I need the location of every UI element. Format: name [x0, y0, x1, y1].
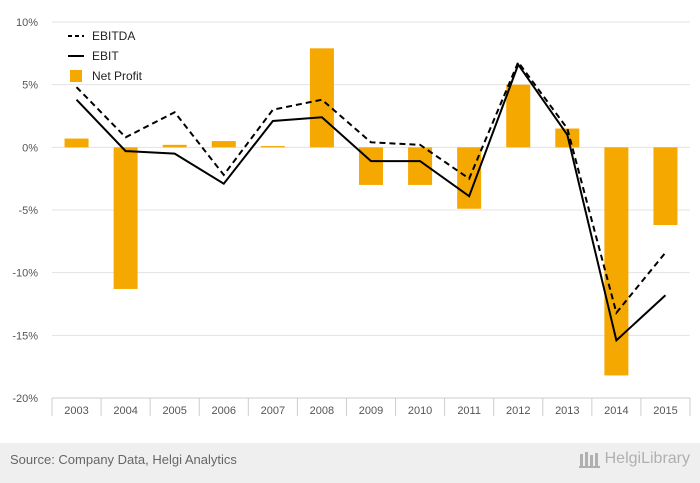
net-profit-bar [653, 147, 678, 226]
y-tick-label: 10% [16, 17, 38, 29]
x-tick-label: 2013 [555, 405, 579, 417]
legend-swatch-net-profit [70, 70, 82, 82]
brand-logo: HelgiLibrary [578, 450, 690, 468]
library-icon [578, 452, 600, 468]
x-tick-label: 2010 [408, 405, 432, 417]
brand-name: HelgiLibrary [604, 450, 690, 467]
ebitda-line [75, 60, 667, 315]
x-tick-label: 2005 [162, 405, 186, 417]
combo-chart: 10%5%0%-5%-10%-15%-20% 2003 2004 2005 2006 2… [12, 17, 691, 417]
net-profit-bar [260, 146, 285, 148]
x-tick-label: 2015 [653, 405, 677, 417]
x-tick-label: 2004 [113, 405, 137, 417]
x-tick-label: 2011 [457, 405, 481, 417]
ebit-line [75, 62, 667, 343]
net-profit-bar [64, 138, 89, 148]
y-tick-label: -10% [12, 268, 38, 280]
x-tick-label: 2012 [506, 405, 530, 417]
x-tick-label: 2003 [64, 405, 88, 417]
gridlines [52, 21, 690, 399]
y-tick-label: -15% [12, 330, 38, 342]
y-tick-label: 0% [22, 142, 38, 154]
y-tick-label: 5% [22, 80, 38, 92]
legend-label-ebit: EBIT [92, 49, 119, 63]
net-profit-bar [211, 141, 236, 148]
x-tick-label: 2009 [359, 405, 383, 417]
net-profit-bar [309, 48, 334, 148]
footer: Source: Company Data, Helgi Analytics He… [0, 443, 700, 483]
y-axis: 10% 5% 0% -5% -10% -15% -20% [12, 17, 38, 405]
source-note: Source: Company Data, Helgi Analytics [10, 452, 237, 467]
legend-label-net-profit: Net Profit [92, 69, 143, 83]
x-tick-label: 2008 [310, 405, 334, 417]
net-profit-bars [64, 48, 678, 376]
x-axis: 2003 2004 2005 2006 2007 2008 2009 2010 2011 2012… [51, 397, 691, 417]
legend-label-ebitda: EBITDA [92, 29, 135, 43]
legend: EBITDA EBIT Net Profit [68, 29, 143, 83]
x-tick-label: 2014 [604, 405, 628, 417]
net-profit-bar [506, 84, 531, 148]
y-tick-label: -20% [12, 393, 38, 405]
net-profit-bar [162, 144, 187, 148]
series-lines [75, 60, 667, 343]
net-profit-bar [113, 147, 138, 289]
x-tick-label: 2006 [212, 405, 236, 417]
y-tick-label: -5% [18, 205, 38, 217]
x-tick-label: 2007 [261, 405, 285, 417]
